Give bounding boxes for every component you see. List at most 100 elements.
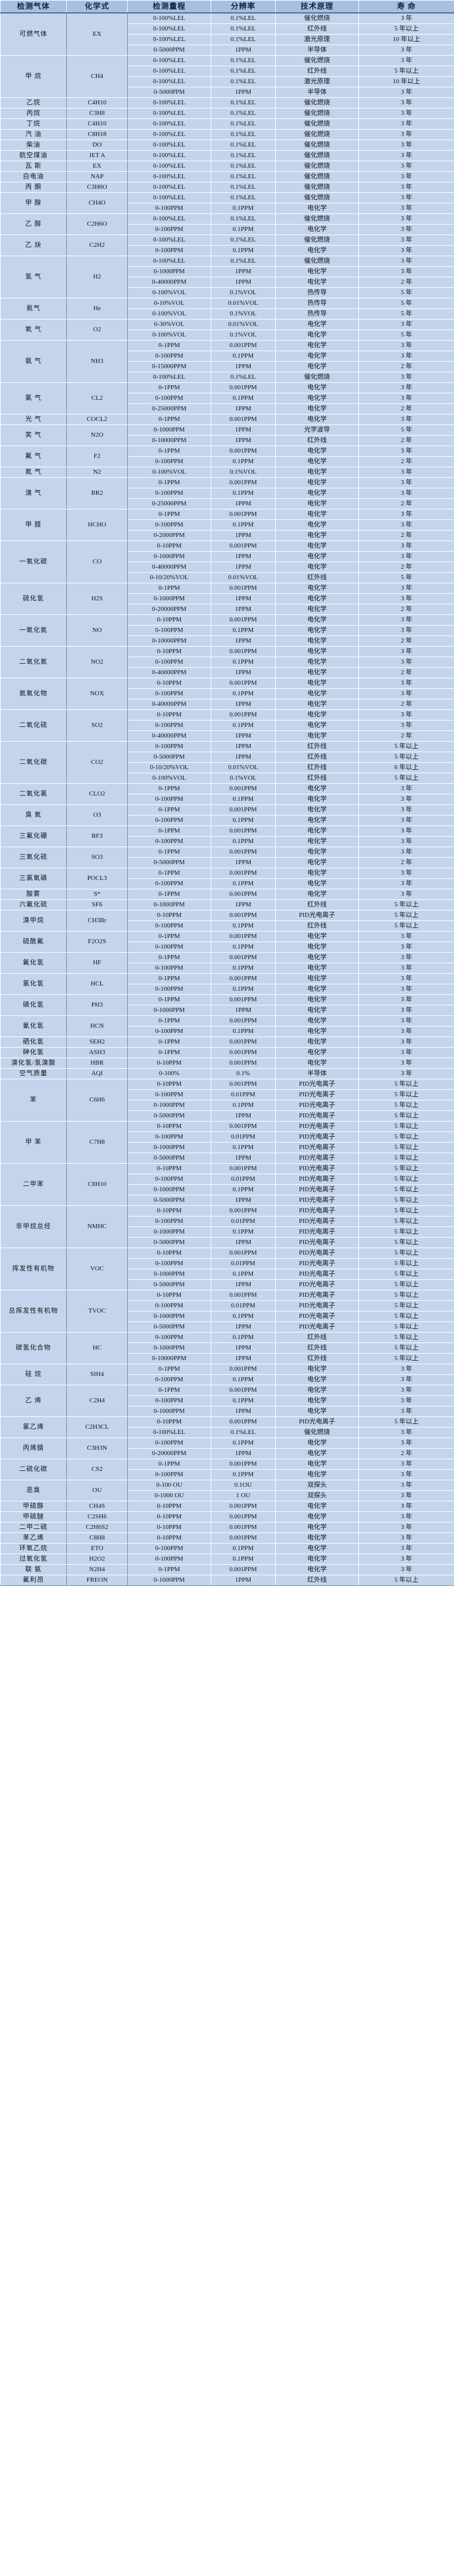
gas-formula-cell: HF — [66, 952, 128, 974]
lifetime-cell: 3 年 — [358, 245, 454, 256]
table-row: 0-100PPM 0.1PPM 电化学 3 年 — [1, 203, 454, 214]
range-cell: 0-40000PPM — [127, 277, 211, 288]
lifetime-cell: 3 年 — [358, 372, 454, 383]
table-row: 0-100%LEL 0.1%LEL 催化燃烧 3 年 — [1, 372, 454, 383]
table-row: 乙 炔 C2H2 0-100%LEL 0.1%LEL 催化燃烧 3 年 — [0, 235, 454, 256]
gas-name-cell: 二氧化碳 — [0, 741, 67, 784]
range-cell: 0-100PPM — [127, 519, 211, 531]
resolution-cell: 0.001PPM — [211, 1522, 276, 1533]
resolution-cell: 0.001PPM — [211, 931, 276, 942]
resolution-cell: 0.001PPM — [211, 477, 276, 488]
table-row: 0-100PPM 0.1PPM 电化学 3 年 — [1, 688, 454, 699]
resolution-cell: 0.1PPM — [211, 1469, 276, 1480]
range-cell: 0-1PPM — [127, 931, 211, 942]
column-header-gas: 检测气体 — [0, 0, 67, 13]
lifetime-cell: 5 年以上 — [358, 1258, 454, 1269]
table-row: 0-100PPM 0.01PPM PID光电离子 5 年以上 — [1, 1216, 454, 1227]
gas-name-cell: 臭 氧 — [0, 804, 67, 826]
gas-name-cell: 硅 烷 — [0, 1364, 67, 1385]
technology-cell: PID光电离子 — [275, 1237, 359, 1248]
technology-cell: PID光电离子 — [275, 1089, 359, 1100]
gas-name-cell: 酸雾 — [0, 889, 67, 900]
resolution-cell: 1PPM — [211, 498, 276, 509]
table-row: 甲硫醇 CH4S 0-10PPM 0.001PPM 电化学 3 年 — [0, 1501, 454, 1512]
range-cell: 0-1000PPM — [127, 424, 211, 436]
lifetime-cell: 3 年 — [358, 319, 454, 330]
resolution-cell: 1PPM — [211, 403, 276, 414]
technology-cell: 电化学 — [275, 1554, 359, 1565]
technology-cell: 电化学 — [275, 1005, 359, 1016]
technology-cell: 电化学 — [275, 1543, 359, 1554]
range-cell: 0-100%LEL — [127, 118, 211, 130]
range-cell: 0-100PPM — [127, 741, 211, 752]
resolution-cell: 1PPM — [211, 1279, 276, 1290]
range-cell: 0-100%VOL — [127, 308, 211, 320]
gas-formula-cell: CO — [66, 541, 128, 583]
lifetime-cell: 3 年 — [358, 1532, 454, 1544]
resolution-cell: 0.1PPM — [211, 794, 276, 805]
lifetime-cell: 3 年 — [358, 1564, 454, 1575]
technology-cell: 电化学 — [275, 329, 359, 341]
technology-cell: 双探头 — [275, 1480, 359, 1491]
table-row: 碳氢化合物 HC 0-100PPM 0.1PPM 红外线 5 年以上 — [0, 1332, 454, 1364]
resolution-cell: 0.001PPM — [211, 910, 276, 921]
lifetime-cell: 3 年 — [358, 87, 454, 98]
gas-name-cell: 恶臭 — [0, 1480, 67, 1501]
gas-formula-cell: CH4S — [66, 1501, 128, 1512]
technology-cell: 半导体 — [275, 45, 359, 56]
range-cell: 0-1000PPM — [127, 1406, 211, 1417]
table-row: 氯乙烯 C2H3CL 0-10PPM 0.001PPM PID光电离子 5 年以上 — [0, 1416, 454, 1438]
range-cell: 0-25000PPM — [127, 498, 211, 509]
range-cell: 0-5000PPM — [127, 1195, 211, 1206]
range-cell: 0-10000PPM — [127, 1353, 211, 1364]
lifetime-cell: 3 年 — [358, 340, 454, 351]
technology-cell: 电化学 — [275, 456, 359, 467]
table-row: 二硫化碳 CS2 0-1PPM 0.001PPM 电化学 3 年 — [0, 1459, 454, 1480]
resolution-cell: 0.01PPM — [211, 1216, 276, 1227]
gas-formula-cell: O2 — [66, 319, 128, 341]
technology-cell: PID光电离子 — [275, 1163, 359, 1174]
technology-cell: 电化学 — [275, 467, 359, 478]
resolution-cell: 0.1PPM — [211, 878, 276, 889]
gas-formula-cell: C2H6O — [66, 213, 128, 235]
resolution-cell: 0.1%LEL — [211, 150, 276, 161]
technology-cell: 电化学 — [275, 994, 359, 1005]
lifetime-cell: 3 年 — [358, 171, 454, 182]
lifetime-cell: 3 年 — [358, 1554, 454, 1565]
technology-cell: PID光电离子 — [275, 1216, 359, 1227]
lifetime-cell: 5 年以上 — [358, 1163, 454, 1174]
technology-cell: 红外线 — [275, 762, 359, 773]
technology-cell: 电化学 — [275, 446, 359, 457]
lifetime-cell: 10 年以上 — [358, 76, 454, 87]
technology-cell: 电化学 — [275, 382, 359, 393]
technology-cell: 催化燃烧 — [275, 171, 359, 182]
lifetime-cell: 5 年以上 — [358, 752, 454, 763]
gas-name-cell: 乙烷 — [0, 97, 67, 108]
range-cell: 0-100PPM — [127, 1026, 211, 1037]
range-cell: 0-1PPM — [127, 952, 211, 963]
table-row: 0-100PPM 0.1PPM 电化学 3 年 — [1, 657, 454, 668]
range-cell: 0-100PPM — [127, 1469, 211, 1480]
lifetime-cell: 5 年以上 — [358, 1079, 454, 1090]
lifetime-cell: 3 年 — [358, 1427, 454, 1438]
lifetime-cell: 3 年 — [358, 868, 454, 879]
resolution-cell: 0.1%LEL — [211, 129, 276, 140]
lifetime-cell: 3 年 — [358, 351, 454, 362]
table-row: 0-100PPM 0.1PPM 电化学 3 年 — [1, 245, 454, 256]
resolution-cell: 0.001PPM — [211, 1416, 276, 1428]
lifetime-cell: 5 年以上 — [358, 1343, 454, 1354]
technology-cell: 电化学 — [275, 1406, 359, 1417]
gas-formula-cell: C2SH6 — [66, 1511, 128, 1523]
technology-cell: PID光电离子 — [275, 1100, 359, 1111]
lifetime-cell: 3 年 — [358, 541, 454, 552]
resolution-cell: 0.001PPM — [211, 1047, 276, 1058]
lifetime-cell: 3 年 — [358, 161, 454, 172]
gas-formula-cell: NH3 — [66, 340, 128, 383]
range-cell: 0-1PPM — [127, 1047, 211, 1058]
resolution-cell: 0.1%VOL — [211, 773, 276, 784]
resolution-cell: 0.1%LEL — [211, 23, 276, 35]
technology-cell: 电化学 — [275, 973, 359, 984]
table-row: 溴甲烷 CH3Br 0-10PPM 0.001PPM PID光电离子 5 年以上 — [0, 910, 454, 932]
resolution-cell: 0.1PPM — [211, 351, 276, 362]
lifetime-cell: 3 年 — [358, 583, 454, 594]
